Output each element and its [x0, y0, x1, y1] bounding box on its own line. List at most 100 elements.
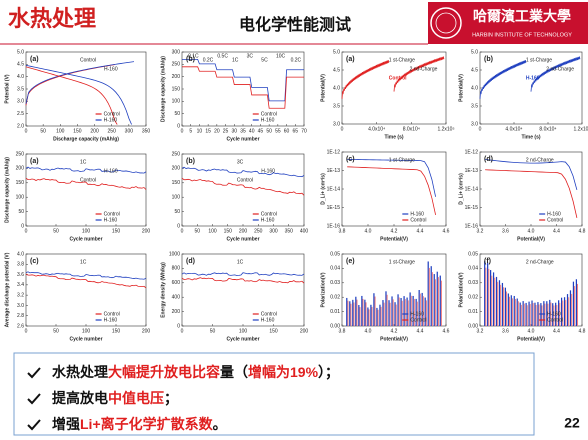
decor-bar: [409, 292, 411, 326]
decor-bar: [520, 304, 522, 326]
check-icon: [27, 419, 41, 431]
decor-bar: [392, 299, 394, 326]
y-tick-label: 5.0: [333, 49, 340, 55]
page-number: 22: [564, 415, 580, 431]
x-tick-label: 200: [239, 228, 248, 234]
panel-label: (e): [346, 258, 355, 265]
decor-bar: [546, 301, 548, 326]
x-tick-label: 4.4: [553, 328, 560, 334]
annotation: Control: [389, 75, 407, 81]
check-icon: [27, 367, 41, 379]
legend-label: H-160: [261, 317, 275, 323]
x-tick-label: 0: [479, 126, 482, 132]
decor-curve: [25, 177, 147, 190]
decor-bar: [397, 294, 399, 326]
y-tick-label: 1E-14: [327, 186, 341, 192]
y-axis-label: Potential(V): [458, 74, 464, 102]
y-tick-label: 4.0: [471, 85, 478, 91]
y-tick-label: 1E-12: [327, 149, 341, 155]
decor-bar: [364, 299, 366, 326]
x-tick-label: 150: [112, 328, 121, 334]
x-tick-label: 0: [25, 228, 28, 234]
decor-bar: [541, 305, 543, 326]
legend-label: H-160: [547, 211, 561, 217]
figure: 3.0 3.5 4.0 4.5 5.0 0 4.0x10⁴ 8.0x10⁴ 1.2x10⁵ Tim…: [320, 49, 454, 140]
decor-curve: [25, 271, 147, 280]
y-tick-label: 0.00: [468, 323, 478, 329]
x-tick-label: 0: [341, 126, 344, 132]
decor-bar: [571, 293, 573, 326]
y-tick-label: 800: [172, 266, 181, 272]
x-tick-label: 3.2: [477, 328, 484, 334]
legend-label: H-160: [104, 117, 118, 123]
decor-bar: [526, 305, 528, 326]
decor-bar: [529, 304, 531, 326]
decor-curve: [485, 169, 578, 218]
decor-bar: [356, 299, 358, 326]
legend-label: Control: [104, 211, 120, 217]
logo-seal-inner: [435, 12, 457, 34]
y-tick-label: 0: [21, 223, 24, 229]
decor-curve: [485, 159, 578, 190]
bullet-segment: 量（: [220, 364, 248, 380]
decor-bar: [425, 300, 427, 326]
decor-bar: [511, 298, 513, 326]
decor-bar: [565, 300, 567, 326]
panel-label: (b): [484, 56, 493, 63]
decor-bar: [382, 300, 384, 326]
bullet-segment: 水热处理: [52, 364, 108, 380]
x-tick-label: 100: [239, 328, 248, 334]
y-tick-label: 3.5: [17, 86, 24, 92]
y-tick-label: 4.5: [333, 67, 340, 73]
decor-bar: [434, 279, 436, 326]
decor-bar: [500, 284, 502, 326]
decor-bar: [519, 302, 521, 326]
decor-bar: [550, 302, 552, 326]
x-tick-label: 100: [208, 228, 217, 234]
annotation: 5C: [261, 57, 268, 63]
figure: 0.00 0.01 0.02 0.03 0.04 0.05 3.8 4.0 4.2 4.4 4.6 P…: [320, 251, 449, 342]
bullet-segment: ；: [164, 390, 178, 407]
bullet-segment: Li+离子化学扩散系数: [80, 416, 214, 432]
decor-bar: [389, 302, 391, 326]
y-tick-label: 200: [172, 309, 181, 315]
x-tick-label: 0: [181, 228, 184, 234]
x-tick-label: 40: [249, 128, 255, 134]
decor-bar: [373, 293, 375, 326]
y-tick-label: 4.5: [17, 62, 24, 68]
decor-bar: [503, 287, 505, 326]
y-tick-label: 200: [16, 166, 25, 172]
y-tick-label: 3.8: [17, 262, 24, 268]
y-tick-label: 50: [174, 209, 180, 215]
x-tick-label: 300: [269, 228, 278, 234]
x-tick-label: 4.8: [579, 328, 586, 334]
decor-bar: [487, 262, 489, 326]
decor-bar: [532, 303, 534, 326]
annotation: 2 nd-Charge: [526, 157, 554, 163]
decor-bar: [507, 293, 509, 326]
decor-bar: [523, 303, 525, 326]
x-tick-label: 50: [53, 328, 59, 334]
legend-label: H-160: [104, 317, 118, 323]
decor-bar: [553, 305, 555, 326]
annotation: Control: [237, 177, 253, 183]
plot-frame: [25, 153, 147, 227]
decor-curve: [393, 56, 445, 92]
decor-bar: [421, 292, 423, 326]
decor-bar: [424, 297, 426, 326]
y-tick-label: 250: [16, 151, 25, 157]
decor-bar: [504, 287, 507, 326]
y-tick-label: 0: [177, 223, 180, 229]
annotation: 1C: [232, 57, 239, 63]
decor-bar: [485, 267, 487, 326]
y-tick-label: 1000: [169, 251, 180, 257]
x-tick-label: 55: [275, 128, 281, 134]
decor-bar: [484, 261, 486, 326]
decor-bar: [437, 277, 439, 326]
y-tick-label: 0: [177, 323, 180, 329]
summary-box: [13, 352, 535, 436]
plot-frame: [181, 153, 305, 227]
slide-title: 电化学性能测试: [239, 15, 351, 34]
x-axis-label: Cycle number: [226, 336, 259, 342]
